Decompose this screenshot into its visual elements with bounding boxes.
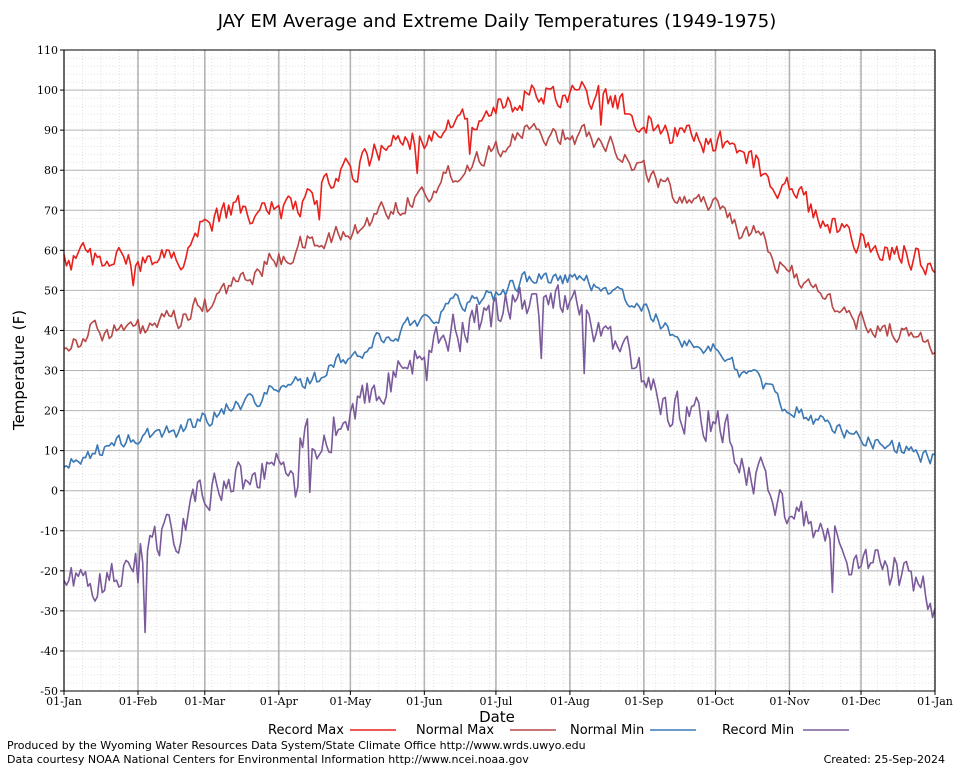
series-line-normal-min: [63, 270, 936, 469]
y-tick-label: -10: [40, 525, 58, 538]
x-tick-label: 01-Feb: [119, 695, 157, 708]
footer-produced-by: Produced by the Wyoming Water Resources …: [7, 739, 586, 752]
y-tick-label: 70: [44, 204, 58, 217]
chart-title: JAY EM Average and Extreme Daily Tempera…: [217, 11, 777, 32]
y-tick-label: 100: [37, 84, 58, 97]
x-tick-label: 01-Aug: [550, 695, 590, 708]
footer-created-date: Created: 25-Sep-2024: [824, 753, 945, 766]
series-line-record-max: [63, 81, 936, 287]
y-tick-label: 10: [44, 445, 58, 458]
x-tick-label: 01-Jul: [480, 695, 513, 708]
legend-label: Normal Max: [416, 723, 494, 738]
x-tick-label: 01-Apr: [260, 695, 299, 708]
x-tick-labels: 01-Jan 01-Feb 01-Mar 01-Apr 01-May 01-Jun 01-J…: [46, 691, 953, 708]
y-tick-label: 110: [37, 44, 58, 57]
x-tick-label: 01-Mar: [184, 695, 226, 708]
footer-data-courtesy: Data courtesy NOAA National Centers for …: [7, 753, 529, 766]
series-layer: [63, 81, 936, 634]
y-tick-labels: -50 -40 -30 -20 -10 0 10 20 30 40 50 60 70 80 90 100 110: [37, 44, 64, 698]
legend-label: Record Max: [268, 723, 344, 738]
y-tick-label: 20: [44, 405, 58, 418]
y-tick-label: -30: [40, 605, 58, 618]
y-tick-label: 30: [44, 365, 58, 378]
y-tick-label: -50: [40, 685, 58, 698]
x-tick-label: 01-May: [329, 695, 372, 708]
y-tick-label: 80: [44, 164, 58, 177]
x-tick-label: 01-Nov: [769, 695, 810, 708]
y-tick-label: -40: [40, 645, 58, 658]
x-tick-label: 01-Jun: [406, 695, 442, 708]
y-axis-label: Temperature (F): [10, 310, 28, 431]
x-tick-label: 01-Sep: [624, 695, 663, 708]
y-tick-label: -20: [40, 565, 58, 578]
series-line-normal-max: [63, 122, 936, 355]
y-tick-label: 0: [51, 485, 58, 498]
legend: Record Max Normal Max Normal Min Record Min: [268, 723, 849, 738]
y-tick-label: 90: [44, 124, 58, 137]
x-axis-label: Date: [479, 708, 515, 726]
series-line-record-min: [63, 284, 936, 634]
x-tick-label: 01-Oct: [697, 695, 735, 708]
x-tick-label: 01-Dec: [841, 695, 880, 708]
x-tick-label: 01-Jan: [46, 695, 82, 708]
y-tick-label: 50: [44, 284, 58, 297]
legend-label: Normal Min: [570, 723, 644, 738]
x-tick-label: 01-Jan: [917, 695, 953, 708]
legend-label: Record Min: [722, 723, 794, 738]
y-tick-label: 40: [44, 324, 58, 337]
y-tick-label: 60: [44, 244, 58, 257]
